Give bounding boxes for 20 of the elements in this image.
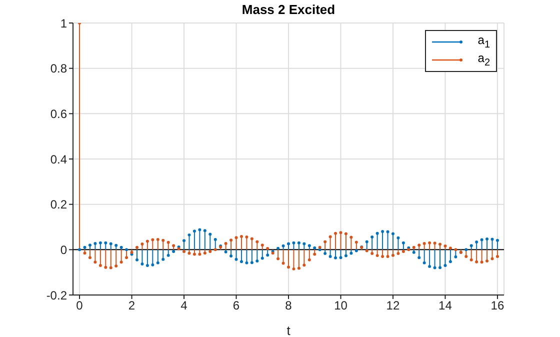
y-tick-label: -0.2 bbox=[46, 288, 68, 302]
x-tick-label: 10 bbox=[334, 298, 348, 313]
x-axis-title: t bbox=[286, 323, 291, 337]
x-tick-label: 6 bbox=[232, 298, 240, 313]
y-tick-label: 0.4 bbox=[50, 152, 68, 166]
x-tick-label: 4 bbox=[180, 298, 188, 313]
y-tick-label: 0.2 bbox=[50, 198, 68, 212]
x-tick-label: 0 bbox=[76, 298, 84, 313]
x-tick-label: 2 bbox=[128, 298, 136, 313]
y-tick-label: 0.6 bbox=[50, 106, 68, 121]
chart-title: Mass 2 Excited bbox=[240, 2, 336, 17]
x-tick-label: 16 bbox=[490, 298, 504, 313]
x-tick-label: 12 bbox=[386, 298, 400, 313]
legend-label: a$_{1}$ bbox=[478, 33, 490, 51]
y-tick-label: 0 bbox=[60, 242, 68, 257]
x-tick-label: 8 bbox=[285, 298, 292, 313]
legend-label: a$_{2}$ bbox=[478, 51, 490, 69]
x-tick-label: 14 bbox=[438, 298, 452, 313]
y-tick-label: 1 bbox=[60, 16, 68, 30]
y-tick-label: 0.8 bbox=[50, 62, 68, 76]
